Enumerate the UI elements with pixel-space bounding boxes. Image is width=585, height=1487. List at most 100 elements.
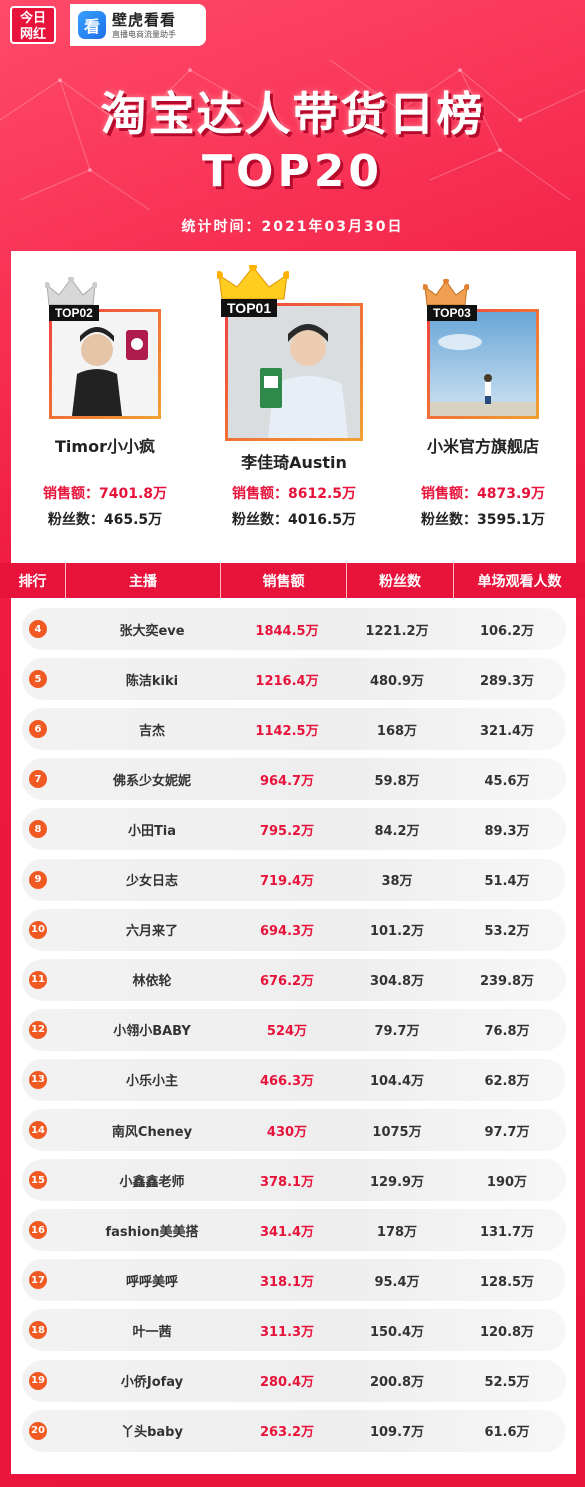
top1-photo[interactable] — [225, 303, 363, 441]
sales-value: 694.3万 — [259, 924, 315, 940]
bihukankan-slogan: 直播电商流量助手 — [112, 29, 176, 39]
host-name: 丫头baby — [121, 1425, 183, 1441]
top3-photo[interactable] — [427, 309, 539, 419]
header-host: 主播 — [66, 563, 221, 598]
fans-value: 109.7万 — [369, 1425, 425, 1441]
table-row[interactable]: 20 丫头baby 263.2万 109.7万 61.6万 — [22, 1409, 566, 1452]
ranking-list: 4 张大奕eve 1844.5万 1221.2万 106.2万 5 陈洁kiki 1216.4… — [11, 598, 576, 1474]
top3-name[interactable]: 小米官方旗舰店 — [426, 437, 539, 456]
logo-line1: 今日 — [19, 10, 46, 25]
sales-value: 280.4万 — [259, 1375, 315, 1390]
host-name: 张大奕eve — [119, 623, 185, 639]
host-name: 小乐小主 — [125, 1074, 178, 1090]
table-row[interactable]: 18 叶一茜 311.3万 150.4万 120.8万 — [22, 1309, 566, 1352]
views-value: 239.8万 — [479, 974, 535, 990]
views-value: 321.4万 — [479, 723, 535, 739]
sales-value: 430万 — [266, 1124, 308, 1140]
sales-value: 524万 — [266, 1024, 308, 1040]
silver-crown-icon — [45, 277, 97, 306]
table-row[interactable]: 12 小翎小BABY 524万 79.7万 76.8万 — [22, 1008, 566, 1051]
top1-tag: TOP01 — [221, 299, 278, 317]
table-row[interactable]: 17 呼呼美呼 318.1万 95.4万 128.5万 — [22, 1259, 566, 1302]
rank-badge: 15 — [29, 1171, 47, 1190]
table-row[interactable]: 7 佛系少女妮妮 964.7万 59.8万 45.6万 — [22, 758, 566, 801]
table-row[interactable]: 6 吉杰 1142.5万 168万 321.4万 — [22, 708, 566, 751]
fans-value: 150.4万 — [369, 1324, 425, 1340]
table-row[interactable]: 11 林依轮 676.2万 304.8万 239.8万 — [22, 958, 566, 1001]
fans-value: 101.2万 — [369, 924, 425, 940]
host-name: 吉杰 — [138, 723, 165, 739]
gold-crown-icon — [217, 265, 289, 300]
views-value: 62.8万 — [484, 1074, 530, 1090]
sales-value: 1216.4万 — [255, 673, 319, 689]
rank-badge: 16 — [29, 1221, 47, 1240]
top2-photo[interactable] — [49, 309, 161, 419]
top1-fans: 粉丝数：4016.5万 — [231, 512, 357, 528]
host-name: 佛系少女妮妮 — [112, 773, 191, 789]
rank-badge: 6 — [29, 720, 47, 739]
views-value: 128.5万 — [479, 1274, 535, 1290]
fans-value: 38万 — [381, 874, 413, 889]
fans-value: 79.7万 — [374, 1024, 420, 1040]
views-value: 289.3万 — [479, 673, 535, 689]
fans-value: 480.9万 — [369, 673, 425, 689]
top3-sales: 销售额：4873.9万 — [420, 486, 546, 502]
fans-value: 200.8万 — [369, 1375, 425, 1390]
fans-value: 129.9万 — [369, 1174, 425, 1190]
fans-value: 1221.2万 — [365, 623, 429, 639]
views-value: 120.8万 — [479, 1324, 535, 1340]
table-row[interactable]: 14 南风Cheney 430万 1075万 97.7万 — [22, 1109, 566, 1151]
rank-badge: 11 — [29, 970, 47, 989]
bihukankan-logo: 看 壁虎看看 直播电商流量助手 — [70, 4, 206, 46]
table-row[interactable]: 15 小鑫鑫老师 378.1万 129.9万 190万 — [22, 1159, 566, 1202]
sales-value: 263.2万 — [259, 1425, 315, 1441]
logo-line2: 网红 — [19, 26, 46, 41]
host-name: fashion美美搭 — [105, 1224, 199, 1240]
top3-fans: 粉丝数：3595.1万 — [420, 512, 546, 528]
top3-tag: TOP03 — [427, 305, 477, 321]
top2-fans: 粉丝数：465.5万 — [47, 512, 163, 528]
host-name: 南风Cheney — [111, 1124, 193, 1140]
host-name: 小田Tia — [127, 823, 177, 839]
bihukankan-icon: 看 — [78, 11, 106, 39]
fans-value: 304.8万 — [369, 974, 425, 990]
table-row[interactable]: 16 fashion美美搭 341.4万 178万 131.7万 — [22, 1209, 566, 1252]
top1-sales: 销售额：8612.5万 — [231, 486, 357, 502]
fans-value: 84.2万 — [374, 823, 420, 839]
views-value: 97.7万 — [484, 1124, 530, 1140]
views-value: 190万 — [486, 1174, 528, 1190]
table-row[interactable]: 10 六月来了 694.3万 101.2万 53.2万 — [22, 908, 566, 951]
fans-value: 104.4万 — [369, 1074, 425, 1090]
views-value: 52.5万 — [484, 1375, 530, 1390]
fans-value: 178万 — [376, 1224, 418, 1240]
header-views: 单场观看人数 — [477, 573, 562, 590]
views-value: 45.6万 — [484, 773, 530, 789]
top3-card: TOP02 Timor小小疯 销售额：7401.8万 粉丝数：465.5万 TO… — [11, 251, 576, 563]
bihukankan-name: 壁虎看看 — [112, 10, 177, 29]
table-row[interactable]: 19 小侨Jofay 280.4万 200.8万 52.5万 — [22, 1359, 566, 1402]
table-row[interactable]: 8 小田Tia 795.2万 84.2万 89.3万 — [22, 808, 566, 851]
host-name: 林依轮 — [132, 974, 172, 990]
rank-badge: 12 — [29, 1020, 47, 1039]
top2-name[interactable]: Timor小小疯 — [55, 437, 155, 456]
rank-badge: 19 — [29, 1371, 47, 1390]
table-row[interactable]: 5 陈洁kiki 1216.4万 480.9万 289.3万 — [22, 658, 566, 701]
table-row[interactable]: 9 少女日志 719.4万 38万 51.4万 — [22, 858, 566, 901]
views-value: 53.2万 — [484, 924, 530, 940]
page-title: 淘宝达人带货日榜 — [100, 87, 485, 141]
table-row[interactable]: 13 小乐小主 466.3万 104.4万 62.8万 — [22, 1058, 566, 1101]
background-network-lines — [0, 59, 585, 211]
sales-value: 1844.5万 — [255, 623, 319, 639]
sales-value: 311.3万 — [259, 1324, 315, 1340]
table-row[interactable]: 4 张大奕eve 1844.5万 1221.2万 106.2万 — [22, 608, 566, 650]
rank-badge: 17 — [29, 1271, 47, 1290]
host-name: 六月来了 — [125, 924, 178, 940]
top1-name[interactable]: 李佳琦Austin — [241, 453, 347, 472]
rank-badge: 13 — [29, 1070, 47, 1089]
sales-value: 341.4万 — [259, 1224, 315, 1240]
jinriwanghong-logo: 今日 网红 — [10, 6, 56, 44]
fans-value: 95.4万 — [374, 1274, 420, 1290]
rank-badge: 9 — [29, 870, 47, 889]
host-name: 小侨Jofay — [120, 1375, 184, 1390]
header-sales: 销售额 — [221, 563, 347, 598]
